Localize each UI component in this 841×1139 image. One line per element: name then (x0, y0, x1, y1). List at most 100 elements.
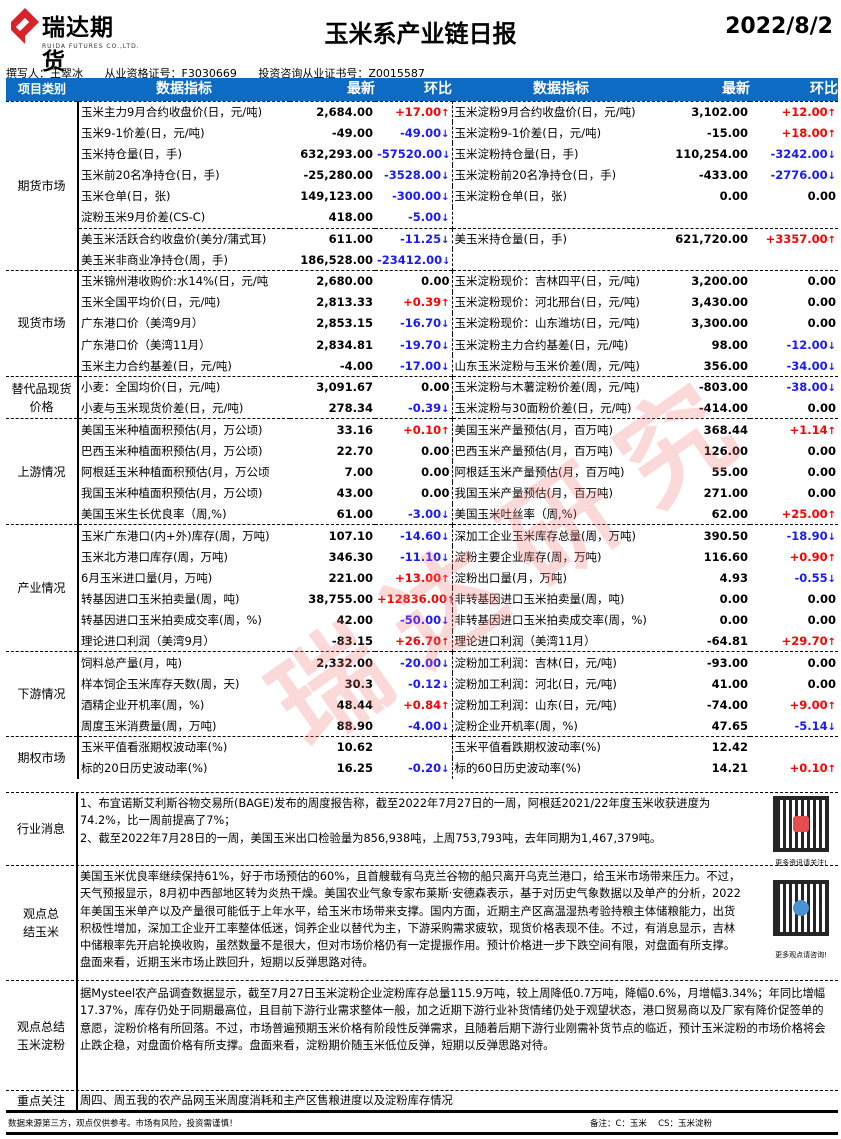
change-value: 0.00 (375, 482, 453, 504)
change-text: -16.70 (399, 316, 442, 331)
change-text: 0.00 (807, 591, 836, 606)
change-value: -38.00↓ (750, 375, 838, 398)
change-text: +9.00 (789, 697, 828, 712)
indicator-name (452, 249, 670, 270)
table-row: 淀粉玉米9月价差(CS-C) 418.00 -5.00↓ (6, 206, 838, 229)
view-corn-body: 美国玉米优良率继续保持61%，好于市场预估的60%，且首艘载有乌克兰谷物的船只离… (80, 870, 741, 970)
qr-code-consult: 更多观点请咨询! (771, 880, 831, 960)
table-row: 玉米全国平均价(日，元/吨) 2,813.33 +0.39↑ 玉米淀粉现价：河北邢台(… (6, 291, 838, 313)
change-value: -0.20↓ (375, 757, 453, 779)
arrow-down-icon: ↓ (441, 679, 450, 691)
latest-value: 2,680.00 (290, 269, 375, 292)
indicator-name: 玉米主力9月合约收盘价(日，元/吨) (78, 100, 290, 123)
view-corn-section: 观点总结玉米 美国玉米优良率继续保持61%，好于市场预估的60%，且首艘载有乌克… (6, 865, 838, 980)
table-row: 玉米仓单(日，张) 149,123.00 -300.00↓ 玉米淀粉仓单(日，张) 0.… (6, 185, 838, 207)
latest-value: 16.25 (336, 761, 373, 776)
change-text: 0.00 (807, 400, 836, 415)
latest-value: -49.00 (331, 125, 373, 140)
latest-value: 186,528.00 (300, 252, 373, 267)
change-text: -0.39 (407, 400, 442, 415)
latest-value: 12.42 (670, 736, 750, 758)
change-value: -17.00↓ (375, 355, 453, 377)
indicator-name: 玉米全国平均价(日，元/吨) (81, 295, 221, 310)
arrow-down-icon: ↓ (827, 149, 836, 161)
change-value: +25.00↑ (750, 504, 838, 525)
change-value: -19.70↓ (375, 334, 453, 356)
indicator-name: 美玉米非商业净持仓(周，手) (81, 252, 228, 267)
latest-value: 62.00 (711, 506, 748, 521)
change-value: -34.00↓ (750, 355, 838, 376)
indicator-name: 玉米9-1价差(日，元/吨) (81, 125, 205, 140)
change-value: 0.00 (750, 482, 838, 503)
change-text: -23412.00 (377, 252, 443, 267)
latest-value: 116.60 (703, 549, 748, 564)
arrow-down-icon: ↓ (827, 721, 836, 733)
arrow-up-icon: ↑ (827, 637, 836, 649)
table-row: 产业情况 玉米广东港口(内+外)库存(周，万吨) 107.10 -14.60↓ 深加工企… (6, 524, 838, 652)
change-value: +17.00↑ (375, 100, 453, 123)
change-value: -20.00↓ (375, 651, 453, 674)
report-header: 瑞达期货 RUIDA FUTURES CO.,LTD. 玉米系产业链日报 202… (0, 0, 841, 75)
change-value: +13.00↑ (375, 567, 453, 589)
change-text: 0.00 (807, 485, 836, 500)
change-text: -3242.00 (770, 146, 828, 161)
change-text: +0.84 (403, 697, 442, 712)
arrow-up-icon: ↑ (827, 764, 836, 776)
latest-value: 55.00 (711, 464, 748, 479)
table-row: 玉米前20名净持仓(日，手) -25,280.00 -3528.00↓ 玉米淀粉前20… (6, 164, 838, 186)
arrow-down-icon: ↓ (441, 509, 450, 521)
indicator-name: 阿根廷玉米产量预估(月，百万吨) (454, 464, 625, 479)
change-text: +18.00 (781, 125, 828, 140)
change-text: +0.10 (403, 422, 442, 437)
indicator-name: 玉米淀粉持仓量(日，手) (454, 146, 579, 161)
change-text: -14.60 (399, 528, 442, 543)
company-logo: 瑞达期货 RUIDA FUTURES CO.,LTD. (8, 6, 139, 75)
col-change-right: 环比 (750, 78, 838, 101)
change-text: -3528.00 (383, 168, 442, 183)
arrow-down-icon: ↓ (827, 171, 836, 183)
table-row: 期货市场 玉米主力9月合约收盘价(日，元/吨) 2,684.00 +17.00↑ 玉米淀… (6, 100, 838, 271)
change-value: +0.39↑ (375, 291, 453, 313)
indicator-name: 玉米北方港口库存(周，万吨) (81, 549, 228, 564)
indicator-name: 淀粉加工利润：吉林(日，元/吨) (452, 651, 670, 674)
indicator-name: 玉米仓单(日，张) (81, 189, 171, 204)
latest-value: -93.00 (670, 651, 750, 674)
change-text: 0.00 (807, 316, 836, 331)
arrow-down-icon: ↓ (827, 361, 836, 373)
latest-value: 0.00 (719, 613, 748, 628)
view-corn-label: 观点总结玉米 (6, 866, 78, 980)
change-text: -5.00 (407, 210, 442, 225)
qr-code-icon (773, 796, 829, 852)
change-text: -0.12 (407, 676, 442, 691)
change-text: -0.20 (407, 761, 442, 776)
change-text: -0.55 (794, 570, 828, 585)
change-text: -57520.00 (377, 146, 443, 161)
change-value: -57520.00↓ (375, 143, 453, 165)
change-text: -11.10 (399, 549, 442, 564)
col-latest-left: 最新 (290, 78, 375, 101)
arrow-down-icon: ↓ (441, 721, 450, 733)
news-label: 行业消息 (6, 793, 78, 865)
indicator-name: 样本饲企玉米库存天数(周，天) (81, 676, 240, 691)
change-value: +29.70↑ (750, 631, 838, 652)
indicator-name: 淀粉主要企业库存(周，万吨) (454, 549, 602, 564)
indicator-name: 玉米广东港口(内+外)库存(周，万吨) (78, 524, 290, 546)
change-value: +1.14↑ (750, 418, 838, 440)
col-latest-right: 最新 (670, 78, 750, 101)
change-value (750, 207, 838, 228)
report-date: 2022/8/2 (725, 14, 833, 39)
indicator-name: 淀粉出口量(月，万吨) (454, 570, 567, 585)
table-row: 玉米持仓量(日，手) 632,293.00 -57520.00↓ 玉米淀粉持仓量(日，… (6, 143, 838, 165)
latest-value: 10.62 (290, 736, 375, 758)
latest-value: 43.00 (336, 485, 373, 500)
author-license: 从业资格证号：F3030669 (104, 67, 237, 80)
table-row: 广东港口价（美湾11月） 2,834.81 -19.70↓ 玉米淀粉主力合约基差(日，… (6, 334, 838, 356)
indicator-name (452, 207, 670, 228)
arrow-up-icon: ↑ (827, 234, 836, 246)
change-text: +12836.00 (377, 591, 448, 606)
latest-value: 42.00 (336, 613, 373, 628)
footer-disclaimer: 数据来源第三方，观点仅供参考。市场有风险，投资需谨慎！ (8, 1119, 238, 1129)
change-value (750, 249, 838, 270)
indicator-name: 广东港口价（美湾11月） (81, 337, 211, 352)
indicator-name: 玉米平值看跌期权波动率(%) (452, 736, 670, 758)
